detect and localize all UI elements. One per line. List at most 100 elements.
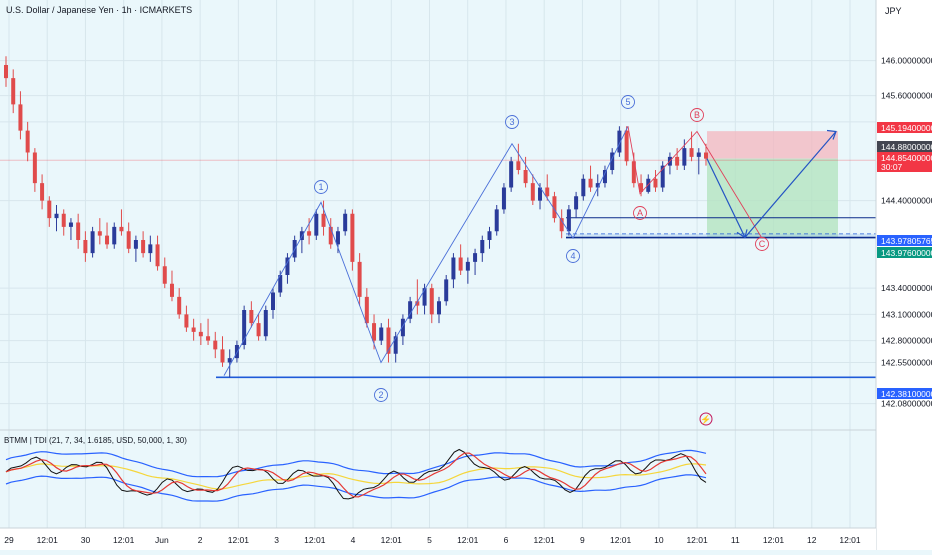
candle-body xyxy=(234,345,239,359)
wave-label-circle xyxy=(566,249,580,263)
candle-body xyxy=(494,209,499,232)
candle-body xyxy=(4,65,8,79)
price-tag-countdown: 30:07 xyxy=(881,162,903,172)
candle-body xyxy=(704,152,708,159)
grid xyxy=(0,0,876,528)
candle-body xyxy=(444,279,449,302)
candle-body xyxy=(32,152,37,184)
wave-label-impulse: 1 xyxy=(318,182,323,192)
price-tick: 146.0000000000 xyxy=(881,56,932,66)
candle-body xyxy=(653,178,658,188)
candle-body xyxy=(18,104,23,131)
candle-body xyxy=(90,231,95,254)
wave-annotations[interactable]: 1 2 3 4 5 A B C xyxy=(223,95,837,402)
tdi-baseline xyxy=(5,463,707,490)
candle-body xyxy=(509,161,514,188)
time-tick: 12:01 xyxy=(686,535,708,545)
time-tick: 12:01 xyxy=(534,535,556,545)
candle-body xyxy=(191,327,196,332)
price-tick: 142.5500000000 xyxy=(881,358,932,368)
candle-body xyxy=(126,231,131,249)
candle-body xyxy=(501,187,506,210)
time-tick: 3 xyxy=(274,535,279,545)
time-tick: 9 xyxy=(580,535,585,545)
candle-body xyxy=(256,323,261,337)
price-tick: 142.0800000000 xyxy=(881,399,932,409)
corrective-wave-path xyxy=(627,126,763,239)
candle-body xyxy=(141,240,146,254)
candle-body xyxy=(249,310,254,324)
price-tag xyxy=(877,235,932,246)
wave-label-circle xyxy=(621,95,635,109)
wave-label-circle xyxy=(633,206,647,220)
candle-body xyxy=(112,226,117,245)
time-tick: 11 xyxy=(731,535,740,545)
candle-body xyxy=(480,240,485,254)
candle-body xyxy=(581,178,586,197)
candle-body xyxy=(11,78,16,105)
candle-body xyxy=(451,257,456,280)
symbol-title[interactable]: U.S. Dollar / Japanese Yen · 1h · ICMARK… xyxy=(6,5,192,15)
time-tick: 4 xyxy=(351,535,356,545)
wave-label-circle xyxy=(755,237,769,251)
candle-body xyxy=(206,336,211,341)
candle-body xyxy=(530,183,535,201)
candle-body xyxy=(68,222,73,227)
candle-body xyxy=(473,253,478,262)
price-axis-background[interactable] xyxy=(876,0,932,550)
wave-label-circle xyxy=(314,180,328,194)
candle-body xyxy=(169,283,174,297)
time-tick: 12:01 xyxy=(381,535,403,545)
candle-body xyxy=(285,257,290,275)
candle-body xyxy=(119,226,124,232)
candle-body xyxy=(379,327,384,341)
alert-icon[interactable]: ⚡ xyxy=(699,412,713,426)
wave-label-corrective: A xyxy=(637,208,643,218)
candle-body xyxy=(639,183,644,192)
candlestick-series xyxy=(4,56,708,378)
time-tick: 12:01 xyxy=(763,535,785,545)
candle-body xyxy=(227,358,232,363)
time-axis-background[interactable] xyxy=(0,528,876,550)
candle-body xyxy=(328,226,333,245)
support-lines[interactable] xyxy=(216,217,876,379)
price-tag-value: 143.9760000000 xyxy=(881,248,932,258)
time-tick: 6 xyxy=(504,535,509,545)
candle-body xyxy=(602,170,607,184)
candle-body xyxy=(198,331,203,337)
candle-body xyxy=(415,301,420,306)
time-tick: 12:01 xyxy=(113,535,135,545)
candle-body xyxy=(422,288,427,306)
indicator-label[interactable]: BTMM | TDI (21, 7, 34, 1.6185, USD, 50,0… xyxy=(4,436,187,445)
take-profit-zone xyxy=(707,158,838,238)
candle-body xyxy=(682,148,687,166)
time-tick: 5 xyxy=(427,535,432,545)
position-tool[interactable] xyxy=(0,131,876,238)
candle-body xyxy=(357,261,362,297)
candle-body xyxy=(47,200,52,219)
candle-body xyxy=(400,318,405,337)
support-zone xyxy=(566,233,876,238)
price-tag-value: 144.8540000000 xyxy=(881,153,932,163)
candle-body xyxy=(184,314,189,328)
impulse-wave-path xyxy=(223,126,629,376)
price-tags: 145.1940000000 144.8800000000144.85400000… xyxy=(877,122,932,399)
candle-body xyxy=(408,301,413,319)
candle-body xyxy=(133,240,138,249)
candle-body xyxy=(76,222,81,240)
candle-body xyxy=(54,213,59,219)
svg-text:⚡: ⚡ xyxy=(700,414,711,426)
price-tag xyxy=(877,388,932,399)
price-tick: 143.4000000000 xyxy=(881,283,932,293)
candle-body xyxy=(458,257,463,271)
price-tag xyxy=(877,122,932,133)
price-tag-value: 142.3810000000 xyxy=(881,389,932,399)
candle-body xyxy=(610,152,615,170)
candle-body xyxy=(307,231,312,236)
candle-body xyxy=(595,183,600,188)
time-tick: 12:01 xyxy=(457,535,479,545)
candle-body xyxy=(631,161,636,184)
candle-body xyxy=(386,327,391,354)
